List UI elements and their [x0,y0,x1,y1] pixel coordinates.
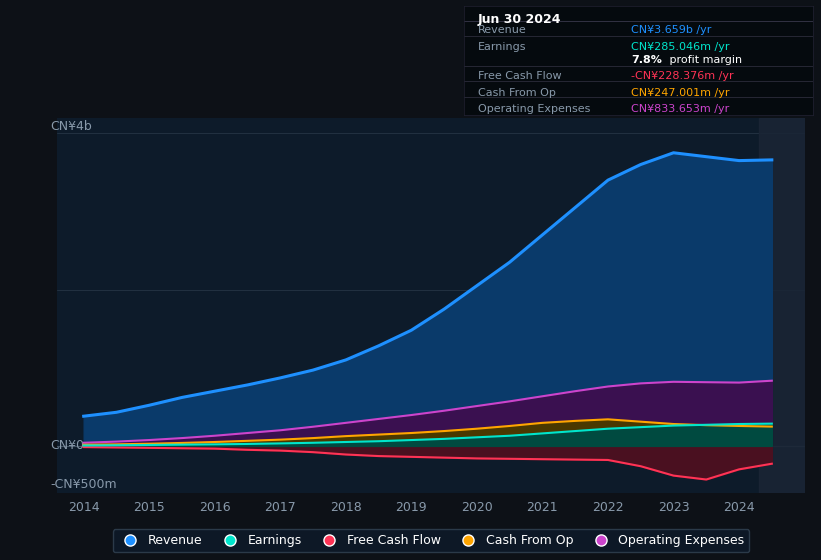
Text: Revenue: Revenue [478,25,526,35]
Text: CN¥285.046m /yr: CN¥285.046m /yr [631,41,730,52]
Text: -CN¥500m: -CN¥500m [50,478,117,492]
Text: CN¥3.659b /yr: CN¥3.659b /yr [631,25,712,35]
Text: profit margin: profit margin [667,55,742,65]
Text: Free Cash Flow: Free Cash Flow [478,71,562,81]
Text: Jun 30 2024: Jun 30 2024 [478,13,562,26]
Bar [759,118,805,493]
Text: 7.8%: 7.8% [631,55,663,65]
Text: CN¥247.001m /yr: CN¥247.001m /yr [631,87,730,97]
Text: CN¥4b: CN¥4b [50,120,92,133]
Text: -CN¥228.376m /yr: -CN¥228.376m /yr [631,71,734,81]
Legend: Revenue, Earnings, Free Cash Flow, Cash From Op, Operating Expenses: Revenue, Earnings, Free Cash Flow, Cash … [112,529,750,552]
Text: Operating Expenses: Operating Expenses [478,104,590,114]
Text: CN¥833.653m /yr: CN¥833.653m /yr [631,104,730,114]
Text: Earnings: Earnings [478,41,526,52]
Text: Cash From Op: Cash From Op [478,87,556,97]
Text: CN¥0: CN¥0 [50,440,84,452]
